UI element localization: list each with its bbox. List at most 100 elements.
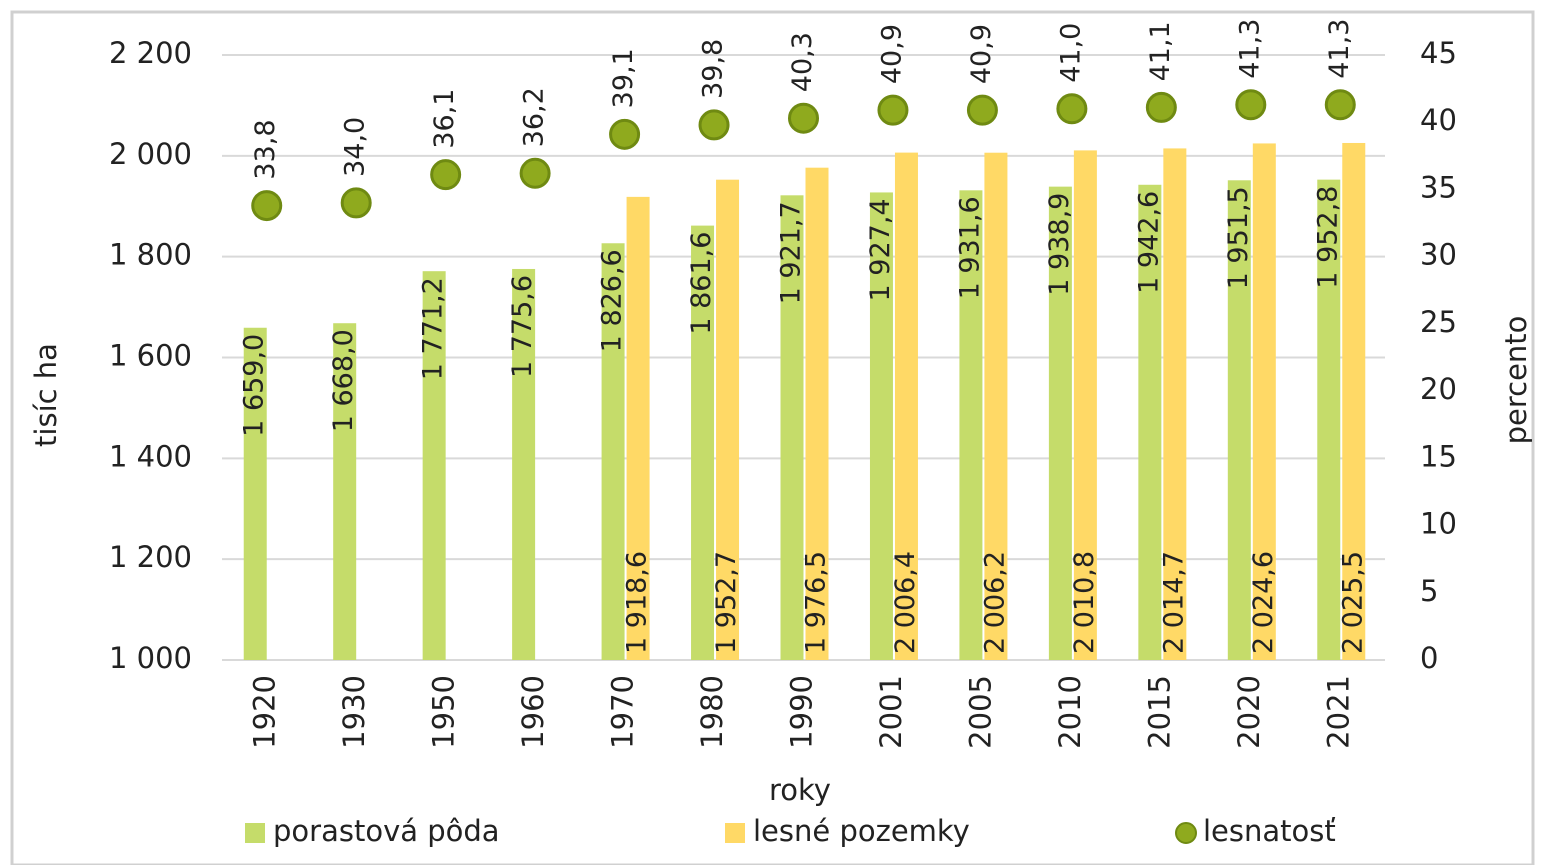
dot bbox=[698, 109, 730, 141]
bar bbox=[422, 271, 446, 660]
legend-label: lesné pozemky bbox=[753, 814, 970, 848]
value-label: 1 826,6 bbox=[597, 249, 628, 352]
value-label: 1 861,6 bbox=[686, 232, 717, 335]
value-label: 2 006,4 bbox=[890, 551, 921, 654]
legend-swatch bbox=[1175, 822, 1197, 844]
value-label: 34,0 bbox=[340, 117, 371, 177]
x-tick-label: 2001 bbox=[874, 675, 908, 749]
value-label: 39,1 bbox=[608, 48, 639, 108]
legend-label: porastová pôda bbox=[273, 814, 500, 848]
value-label: 36,2 bbox=[519, 87, 550, 147]
bar bbox=[243, 327, 267, 660]
bar bbox=[626, 196, 650, 660]
dot bbox=[519, 157, 551, 189]
x-axis-label: roky bbox=[769, 773, 831, 807]
value-label: 40,3 bbox=[787, 32, 818, 92]
y2-tick-label: 25 bbox=[1420, 305, 1457, 339]
bar bbox=[780, 195, 804, 661]
value-label: 40,9 bbox=[876, 24, 907, 84]
y-tick-label: 1 200 bbox=[109, 540, 192, 574]
x-tick-label: 1930 bbox=[337, 675, 371, 749]
legend-label: lesnatosť bbox=[1203, 814, 1336, 848]
dot bbox=[1235, 89, 1267, 121]
value-label: 1 668,0 bbox=[328, 329, 359, 432]
x-tick-label: 2015 bbox=[1142, 675, 1176, 749]
value-label: 1 952,7 bbox=[711, 551, 742, 654]
y-tick-label: 2 200 bbox=[109, 36, 192, 70]
value-label: 1 771,2 bbox=[418, 277, 449, 380]
bar bbox=[512, 268, 536, 660]
dot bbox=[877, 94, 909, 126]
bar bbox=[716, 179, 740, 660]
bar bbox=[984, 152, 1008, 660]
y-tick-label: 1 000 bbox=[109, 641, 192, 675]
x-tick-label: 1920 bbox=[248, 675, 282, 749]
bar bbox=[1252, 143, 1276, 660]
bar bbox=[1138, 184, 1162, 660]
x-tick-label: 1970 bbox=[606, 675, 640, 749]
y-tick-label: 1 400 bbox=[109, 439, 192, 473]
dot bbox=[251, 190, 283, 222]
bar bbox=[601, 243, 625, 660]
y2-tick-label: 5 bbox=[1420, 574, 1438, 608]
value-label: 1 938,9 bbox=[1044, 193, 1075, 296]
y2-tick-label: 30 bbox=[1420, 238, 1457, 272]
bar bbox=[894, 152, 918, 660]
bar bbox=[333, 323, 357, 660]
value-label: 1 918,6 bbox=[622, 551, 653, 654]
value-label: 1 931,6 bbox=[954, 196, 985, 299]
y2-tick-label: 35 bbox=[1420, 170, 1457, 204]
dot bbox=[340, 187, 372, 219]
y-axis-label: tisíc ha bbox=[29, 343, 63, 447]
bar bbox=[959, 190, 983, 660]
y-tick-label: 1 600 bbox=[109, 339, 192, 373]
x-tick-label: 2020 bbox=[1232, 675, 1266, 749]
value-label: 1 659,0 bbox=[239, 334, 270, 437]
x-tick-label: 1950 bbox=[427, 675, 461, 749]
bar bbox=[805, 167, 829, 660]
bar bbox=[1163, 148, 1187, 660]
y2-tick-label: 0 bbox=[1420, 641, 1438, 675]
bar bbox=[1227, 180, 1251, 661]
value-label: 41,3 bbox=[1234, 19, 1265, 79]
value-label: 33,8 bbox=[250, 119, 281, 179]
bar bbox=[1048, 186, 1072, 660]
value-label: 1 921,7 bbox=[776, 201, 807, 304]
value-label: 2 025,5 bbox=[1337, 551, 1368, 654]
y2-tick-label: 15 bbox=[1420, 439, 1457, 473]
dot bbox=[1145, 91, 1177, 123]
frame bbox=[10, 10, 1535, 865]
value-label: 41,3 bbox=[1324, 19, 1355, 79]
dot bbox=[1324, 89, 1356, 121]
y2-tick-label: 45 bbox=[1420, 36, 1457, 70]
value-label: 41,1 bbox=[1145, 21, 1176, 81]
dot bbox=[430, 159, 462, 191]
y2-axis-label: percento bbox=[1499, 316, 1533, 445]
y2-tick-label: 10 bbox=[1420, 507, 1457, 541]
x-tick-label: 2021 bbox=[1321, 675, 1355, 749]
y2-tick-label: 40 bbox=[1420, 103, 1457, 137]
x-tick-label: 1990 bbox=[785, 675, 819, 749]
value-label: 41,0 bbox=[1055, 23, 1086, 83]
value-label: 2 010,8 bbox=[1069, 551, 1100, 654]
bar bbox=[1317, 179, 1341, 660]
value-label: 1 952,8 bbox=[1312, 186, 1343, 289]
x-tick-label: 1980 bbox=[695, 675, 729, 749]
dot bbox=[1056, 93, 1088, 125]
value-label: 1 775,6 bbox=[507, 275, 538, 378]
value-label: 2 024,6 bbox=[1248, 551, 1279, 654]
value-label: 1 927,4 bbox=[865, 198, 896, 301]
y2-tick-label: 20 bbox=[1420, 372, 1457, 406]
bar bbox=[1342, 142, 1366, 661]
value-label: 36,1 bbox=[429, 89, 460, 149]
dot bbox=[788, 102, 819, 134]
bar bbox=[1073, 150, 1097, 660]
bar bbox=[691, 225, 715, 661]
value-label: 40,9 bbox=[966, 24, 997, 84]
x-tick-label: 2010 bbox=[1053, 675, 1087, 749]
dot bbox=[609, 118, 641, 150]
value-label: 1 942,6 bbox=[1133, 191, 1164, 294]
value-label: 1 976,5 bbox=[801, 551, 832, 654]
legend-swatch bbox=[245, 823, 265, 843]
